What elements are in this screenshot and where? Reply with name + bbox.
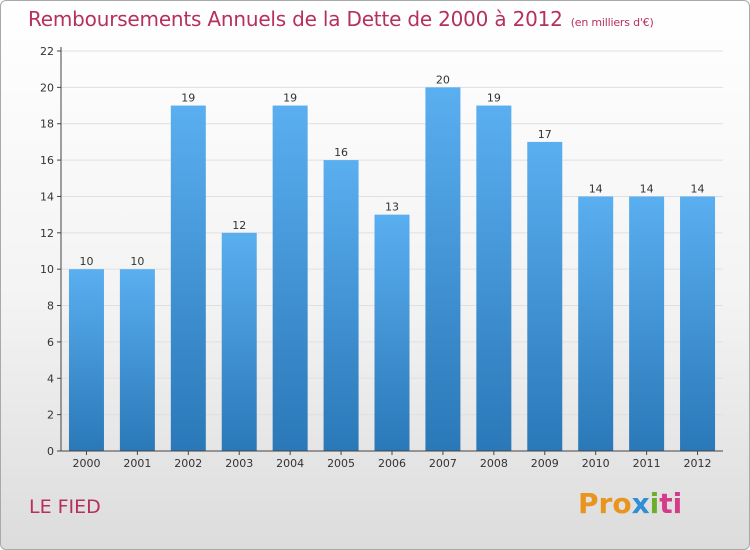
- y-tick-label: 18: [40, 118, 54, 131]
- data-label: 16: [334, 146, 348, 159]
- y-tick-label: 22: [40, 45, 54, 58]
- logo-part-3: i: [649, 487, 660, 520]
- commune-name: LE FIED: [29, 496, 101, 518]
- logo-part-2: x: [631, 487, 650, 520]
- bar-2009: [527, 141, 563, 451]
- bar-2006: [374, 214, 410, 451]
- x-tick-label: 2000: [72, 457, 100, 470]
- chart-title: Remboursements Annuels de la Dette de 20…: [28, 7, 654, 31]
- data-label: 13: [385, 201, 399, 214]
- bar-2000: [68, 269, 104, 451]
- x-tick-label: 2007: [429, 457, 457, 470]
- bar-2008: [476, 105, 512, 451]
- x-tick-label: 2004: [276, 457, 304, 470]
- data-label: 17: [538, 128, 552, 141]
- bar-2004: [272, 105, 308, 451]
- y-tick-label: 8: [47, 300, 54, 313]
- y-tick-label: 2: [47, 409, 54, 422]
- data-label: 10: [130, 255, 144, 268]
- x-tick-label: 2005: [327, 457, 355, 470]
- logo-part-1: Pro: [578, 487, 632, 520]
- bar-2007: [425, 87, 461, 451]
- y-tick-label: 16: [40, 154, 54, 167]
- data-label: 12: [232, 219, 246, 232]
- bar-2003: [221, 232, 257, 451]
- data-label: 14: [589, 182, 603, 195]
- y-tick-label: 6: [47, 336, 54, 349]
- title-text: Remboursements Annuels de la Dette de 20…: [28, 7, 563, 31]
- data-label: 20: [436, 73, 450, 86]
- bar-2002: [170, 105, 206, 451]
- x-tick-label: 2006: [378, 457, 406, 470]
- x-tick-label: 2002: [174, 457, 202, 470]
- bar-2011: [629, 196, 665, 451]
- x-tick-label: 2008: [480, 457, 508, 470]
- x-tick-label: 2003: [225, 457, 253, 470]
- bar-2001: [119, 269, 155, 451]
- data-label: 19: [487, 92, 501, 105]
- data-label: 10: [79, 255, 93, 268]
- x-tick-label: 2001: [123, 457, 151, 470]
- y-tick-label: 0: [47, 445, 54, 458]
- y-tick-label: 20: [40, 81, 54, 94]
- proxiti-logo: Proxiti: [578, 487, 682, 520]
- data-label: 14: [640, 182, 654, 195]
- bar-2010: [578, 196, 614, 451]
- y-tick-label: 4: [47, 372, 54, 385]
- y-tick-label: 14: [40, 190, 54, 203]
- logo-part-4: ti: [659, 487, 683, 520]
- data-label: 19: [283, 92, 297, 105]
- data-label: 14: [691, 182, 705, 195]
- bar-2005: [323, 160, 359, 451]
- bar-2012: [680, 196, 716, 451]
- x-tick-label: 2012: [684, 457, 712, 470]
- y-tick-label: 12: [40, 227, 54, 240]
- x-tick-label: 2011: [633, 457, 661, 470]
- chart-subtitle: (en milliers d'€): [570, 16, 654, 29]
- x-tick-label: 2009: [531, 457, 559, 470]
- x-tick-label: 2010: [582, 457, 610, 470]
- data-label: 19: [181, 92, 195, 105]
- y-tick-label: 10: [40, 263, 54, 276]
